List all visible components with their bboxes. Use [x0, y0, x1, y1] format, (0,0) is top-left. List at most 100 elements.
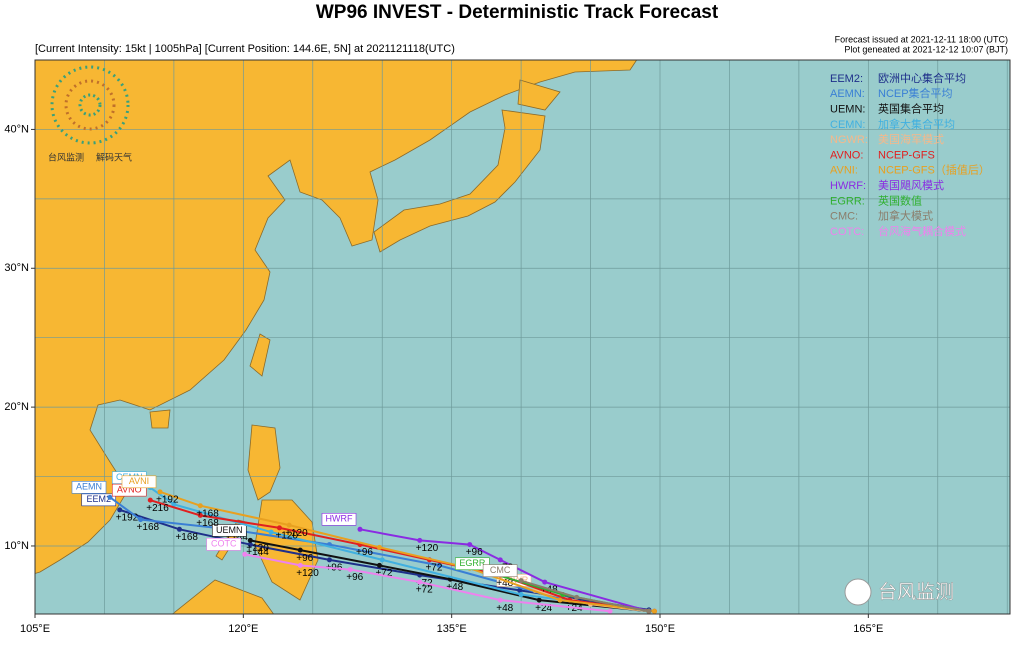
track-point: [197, 503, 203, 509]
model-box: [121, 475, 157, 489]
legend-code: AVNI:: [830, 165, 858, 177]
track-point: [467, 542, 473, 548]
track-point: [357, 526, 363, 532]
track-point: [326, 557, 332, 563]
x-tick-label: 120°E: [228, 623, 258, 635]
track-point: [347, 567, 353, 573]
model-label: CMC: [490, 565, 511, 575]
model-label: AVNO: [117, 485, 142, 495]
legend-desc: NCEP-GFS（插值后）: [878, 163, 990, 177]
forecast-hour: +72: [375, 568, 392, 579]
legend-desc: NCEP集合平均: [878, 86, 953, 100]
model-label: AVNI: [129, 476, 149, 486]
track-point: [197, 512, 203, 518]
model-label: UEMN: [216, 525, 243, 535]
track-point: [138, 517, 144, 523]
forecast-hour: +144: [225, 532, 248, 543]
forecast-hour: +96: [346, 572, 363, 583]
track-point: [646, 608, 652, 614]
map: +72+96+144+168+192EEM2+144+168AEMN+24+48…: [35, 60, 1010, 614]
forecast-hour: +48: [496, 578, 513, 589]
hokkaido: [517, 79, 561, 111]
legend-code: NGWR:: [830, 134, 868, 146]
wechat-icon: [844, 578, 872, 606]
x-tick-label: 105°E: [20, 623, 50, 635]
track-point: [574, 594, 580, 600]
y-tick-label: 10°N: [4, 540, 29, 552]
track-point: [157, 489, 163, 495]
map-frame: [34, 59, 1011, 615]
track-point: [376, 562, 382, 568]
borneo: [171, 579, 275, 614]
legend-code: UEMN:: [830, 104, 865, 116]
hainan: [149, 409, 171, 429]
japan: [373, 109, 546, 253]
issued: Forecast issued at 2021-12-11 18:00 (UTC…: [835, 34, 1008, 44]
track-point: [117, 507, 123, 513]
model-box: [321, 513, 357, 526]
y-tick-label: 40°N: [4, 123, 29, 135]
track-point: [268, 529, 274, 535]
forecast-hour: +168: [175, 532, 198, 543]
title: WP96 INVEST - Deterministic Track Foreca…: [316, 2, 719, 23]
track-point: [176, 526, 182, 532]
track-point: [297, 562, 303, 568]
legend-code: CMC:: [830, 211, 858, 223]
track-point: [247, 537, 253, 543]
subtitle: [Current Intensity: 15kt | 1005hPa] [Cur…: [35, 43, 455, 55]
legend-desc: 加拿大集合平均: [878, 117, 955, 131]
logo-swirl: [64, 79, 116, 131]
model-box: [455, 557, 490, 571]
track-point: [497, 597, 503, 603]
legend: EEM2: 欧洲中心集合平均 AEMN: NCEP集合平均 UEMN: 英国集合平均 CEM…: [830, 71, 990, 238]
model-box: [482, 564, 518, 577]
legend-code: CEMN:: [830, 119, 865, 131]
forecast-hour: +48: [446, 582, 463, 593]
forecast-hour: +96: [356, 547, 373, 558]
luzon: [247, 424, 281, 501]
track-point: [651, 608, 657, 614]
track-line: [244, 553, 611, 613]
x-tick-label: 135°E: [437, 623, 467, 635]
forecast-hour: +192: [116, 513, 139, 524]
track-point: [147, 497, 153, 503]
track-point: [276, 525, 282, 531]
track-point: [536, 597, 542, 603]
model-box: [206, 537, 242, 551]
track-point: [607, 608, 613, 614]
forecast-hour: +72: [425, 562, 442, 573]
forecast-hour: +168: [137, 522, 160, 533]
forecast-hour: +168: [196, 518, 219, 529]
legend-desc: 台风海气耦合模式: [878, 224, 966, 238]
track-point: [297, 547, 303, 553]
forecast-hour: +120: [275, 531, 298, 542]
legend-code: AVNO:: [830, 149, 863, 161]
plotted: Plot geneated at 2021-12-12 10:07 (BJT): [844, 44, 1008, 54]
legend-code: COTC:: [830, 226, 864, 238]
forecast-hour: +96: [466, 547, 483, 558]
x-tick-label: 165°E: [853, 623, 883, 635]
forecast-hour: +120: [296, 568, 319, 579]
grid: [35, 60, 1010, 614]
model-label: HWRF: [326, 514, 353, 524]
model-label: EGRR: [459, 558, 486, 568]
model-box: [71, 481, 107, 494]
model-label: AEMN: [76, 482, 102, 492]
watermark: 台风监测: [844, 578, 954, 606]
visayas-mindanao: [254, 499, 319, 601]
track-point: [417, 537, 423, 543]
logo-swirl: [50, 65, 130, 145]
model-box: [81, 493, 117, 507]
track-point: [417, 579, 423, 585]
y-tick-label: 30°N: [4, 262, 29, 274]
forecast-hour: +120: [416, 543, 439, 554]
track-point: [517, 587, 523, 593]
forecast-hour: +192: [156, 494, 179, 505]
forecast-hour: +72: [416, 585, 433, 596]
y-tick-label: 20°N: [4, 401, 29, 413]
legend-desc: 英国集合平均: [878, 102, 944, 116]
track-point: [242, 551, 248, 557]
track-point: [247, 542, 253, 548]
logo-text: 台风监测: [48, 151, 84, 162]
